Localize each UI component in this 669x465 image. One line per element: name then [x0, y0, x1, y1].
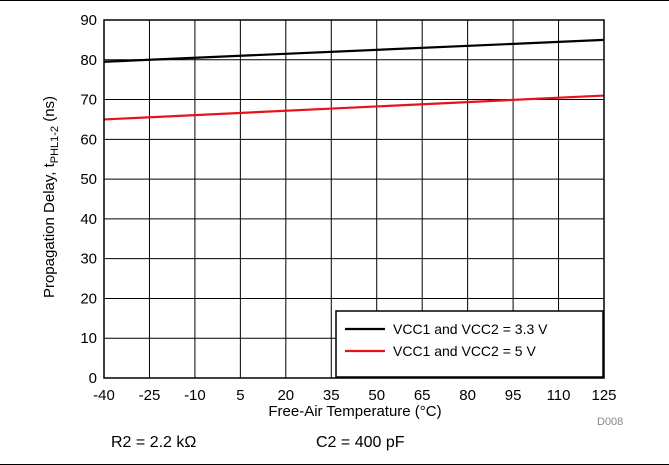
- condition-c2: C2 = 400 pF: [316, 434, 405, 451]
- legend: VCC1 and VCC2 = 3.3 V VCC1 and VCC2 = 5 V: [335, 310, 604, 378]
- x-tick-label: 20: [277, 387, 294, 404]
- condition-r2: R2 = 2.2 kΩ: [111, 434, 197, 451]
- x-tick-label: 65: [414, 387, 431, 404]
- x-axis-title: Free-Air Temperature (°C): [268, 403, 441, 420]
- series-line-1: [103, 38, 605, 63]
- legend-box: [335, 310, 604, 378]
- y-axis-title-suffix: (ns): [41, 96, 58, 126]
- legend-label: VCC1 and VCC2 = 5 V: [393, 343, 536, 359]
- x-tick-label: -10: [184, 387, 206, 404]
- top-rule: [0, 0, 669, 1]
- y-tick-labels: 0 10 20 30 40 50 60 70 80 90: [80, 12, 97, 387]
- legend-label: VCC1 and VCC2 = 3.3 V: [393, 321, 548, 337]
- y-tick-label: 70: [80, 92, 97, 109]
- y-tick-label: 10: [80, 330, 97, 347]
- y-axis-title-prefix: Propagation Delay, t: [41, 162, 58, 298]
- x-tick-label: 95: [505, 387, 522, 404]
- y-axis-title-subscript: PHL1-2: [49, 126, 61, 163]
- figure-code: D008: [597, 416, 624, 428]
- x-tick-label: 110: [547, 387, 571, 404]
- series-line-2: [103, 94, 605, 121]
- x-tick-label: -25: [139, 387, 161, 404]
- x-tick-label: -40: [93, 387, 115, 404]
- x-tick-label: 35: [323, 387, 340, 404]
- y-tick-label: 40: [80, 211, 97, 228]
- y-axis-title: Propagation Delay, tPHL1-2 (ns): [41, 96, 61, 298]
- x-tick-label: 125: [591, 387, 616, 404]
- x-tick-label: 50: [368, 387, 385, 404]
- y-tick-label: 0: [89, 370, 97, 387]
- x-tick-label: 5: [236, 387, 244, 404]
- plot-frame: [103, 19, 605, 379]
- y-tick-label: 60: [80, 131, 97, 148]
- y-tick-label: 20: [80, 290, 97, 307]
- series-layer: [103, 38, 605, 121]
- x-tick-label: 80: [459, 387, 476, 404]
- y-tick-label: 50: [80, 171, 97, 188]
- x-tick-labels: -40 -25 -10 5 20 35 50 65 80 95 110 125: [93, 387, 616, 404]
- y-tick-label: 30: [80, 251, 97, 268]
- y-tick-label: 80: [80, 52, 97, 69]
- y-tick-label: 90: [80, 12, 97, 29]
